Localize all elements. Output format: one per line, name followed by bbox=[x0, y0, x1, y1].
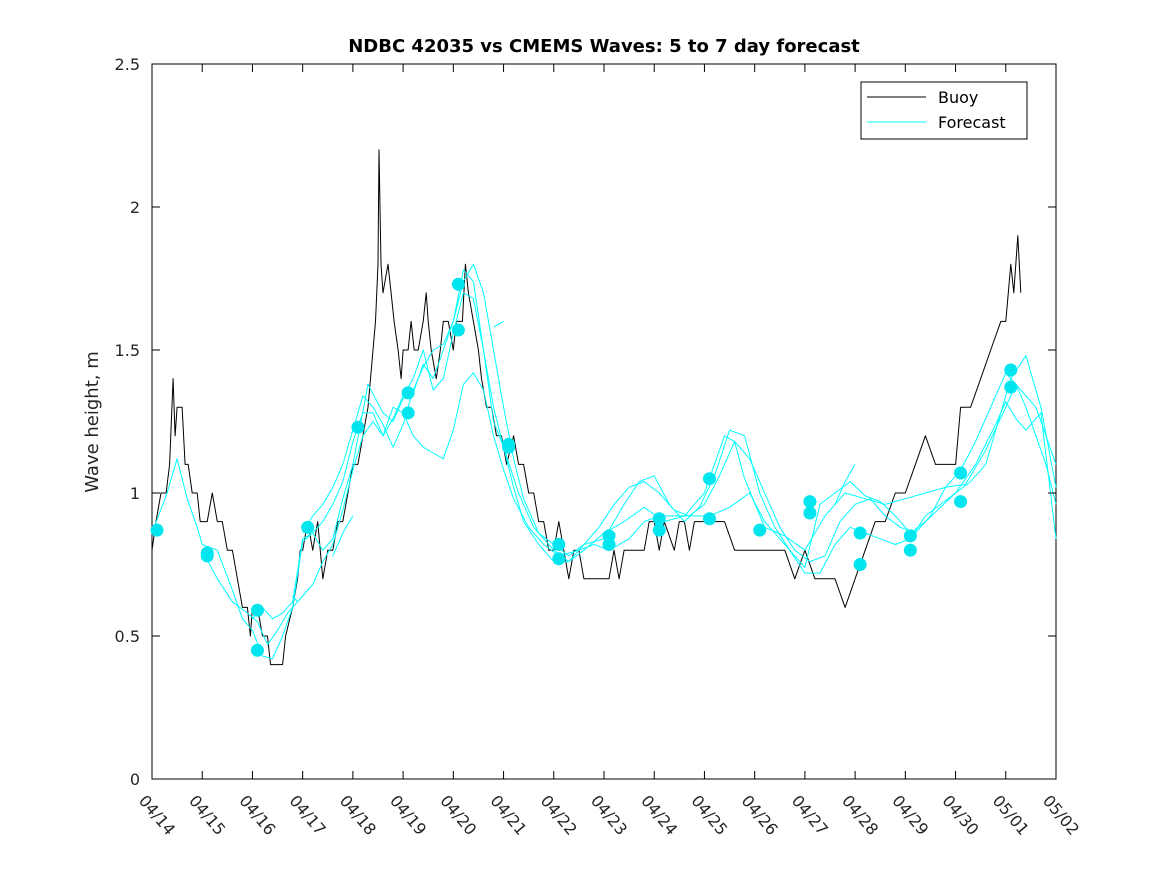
x-tick-label: 04/15 bbox=[185, 791, 229, 839]
forecast-marker bbox=[552, 552, 566, 566]
x-tick-label: 05/01 bbox=[989, 791, 1033, 839]
x-tick-label: 04/29 bbox=[888, 791, 932, 839]
forecast-series-line bbox=[151, 269, 1057, 660]
x-tick-label: 04/28 bbox=[838, 791, 882, 839]
y-axis-label: Wave height, m bbox=[82, 351, 103, 492]
x-tick-label: 04/18 bbox=[336, 791, 380, 839]
forecast-marker bbox=[602, 537, 616, 551]
x-tick-label: 04/22 bbox=[537, 791, 581, 839]
legend-label-forecast: Forecast bbox=[938, 113, 1006, 132]
y-tick-label: 0 bbox=[130, 770, 140, 789]
forecast-marker bbox=[451, 277, 465, 291]
x-tick-label: 04/14 bbox=[135, 791, 179, 839]
forecast-marker bbox=[702, 472, 716, 486]
forecast-marker bbox=[853, 526, 867, 540]
x-tick-label: 04/27 bbox=[788, 791, 832, 839]
legend-box bbox=[860, 81, 1028, 140]
x-tick-label: 04/30 bbox=[938, 791, 982, 839]
forecast-marker bbox=[652, 523, 666, 537]
forecast-marker bbox=[150, 523, 164, 537]
x-tick-label: 04/23 bbox=[587, 791, 631, 839]
forecast-marker bbox=[803, 506, 817, 520]
x-tick-label: 04/16 bbox=[235, 791, 279, 839]
series-layer bbox=[151, 149, 1057, 666]
x-tick-label: 04/17 bbox=[286, 791, 330, 839]
forecast-marker bbox=[954, 495, 968, 509]
legend-label-buoy: Buoy bbox=[938, 88, 978, 107]
forecast-series-line bbox=[834, 464, 856, 505]
forecast-series-line bbox=[302, 263, 1057, 563]
y-tick-label: 0.5 bbox=[115, 627, 140, 646]
forecast-marker bbox=[200, 549, 214, 563]
forecast-marker bbox=[954, 466, 968, 480]
x-tick-label: 04/24 bbox=[637, 791, 681, 839]
forecast-marker bbox=[803, 495, 817, 509]
forecast-marker bbox=[1004, 380, 1018, 394]
x-tick-label: 04/21 bbox=[486, 791, 530, 839]
x-tick-label: 05/02 bbox=[1039, 791, 1083, 839]
forecast-marker bbox=[552, 537, 566, 551]
x-tick-label: 04/20 bbox=[436, 791, 480, 839]
y-axis: 0 0.5 1 1.5 2 2.5 bbox=[115, 55, 1056, 789]
forecast-series-line bbox=[493, 320, 504, 328]
chart-title: NDBC 42035 vs CMEMS Waves: 5 to 7 day fo… bbox=[348, 36, 860, 57]
x-axis: 04/14 04/15 04/16 04/17 04/18 04/19 04/20 04/21… bbox=[135, 64, 1083, 839]
forecast-marker bbox=[753, 523, 767, 537]
forecast-marker bbox=[250, 643, 264, 657]
y-tick-label: 1.5 bbox=[115, 341, 140, 360]
forecast-series-line bbox=[252, 292, 1057, 620]
forecast-marker bbox=[250, 603, 264, 617]
x-tick-label: 04/25 bbox=[687, 791, 731, 839]
forecast-marker bbox=[351, 420, 365, 434]
forecast-marker bbox=[502, 440, 516, 454]
forecast-series-line bbox=[292, 595, 298, 603]
forecast-marker bbox=[451, 323, 465, 337]
forecast-marker bbox=[401, 386, 415, 400]
forecast-marker bbox=[401, 406, 415, 420]
x-tick-label: 04/26 bbox=[738, 791, 782, 839]
forecast-series-line bbox=[332, 515, 354, 557]
forecast-marker bbox=[702, 512, 716, 526]
legend: Buoy Forecast bbox=[860, 81, 1028, 140]
buoy-series-line bbox=[151, 149, 1022, 666]
plot-frame bbox=[151, 63, 1057, 780]
forecast-marker bbox=[1004, 363, 1018, 377]
forecast-marker bbox=[301, 520, 315, 534]
forecast-marker bbox=[853, 558, 867, 571]
y-tick-label: 2 bbox=[130, 198, 140, 217]
forecast-marker bbox=[652, 512, 666, 526]
x-tick-label: 04/19 bbox=[386, 791, 430, 839]
plot-area bbox=[150, 63, 1057, 780]
marker-layer bbox=[150, 277, 1018, 657]
y-tick-label: 1 bbox=[130, 484, 140, 503]
y-tick-label: 2.5 bbox=[115, 55, 140, 74]
forecast-marker bbox=[903, 543, 917, 557]
forecast-marker bbox=[903, 529, 917, 543]
